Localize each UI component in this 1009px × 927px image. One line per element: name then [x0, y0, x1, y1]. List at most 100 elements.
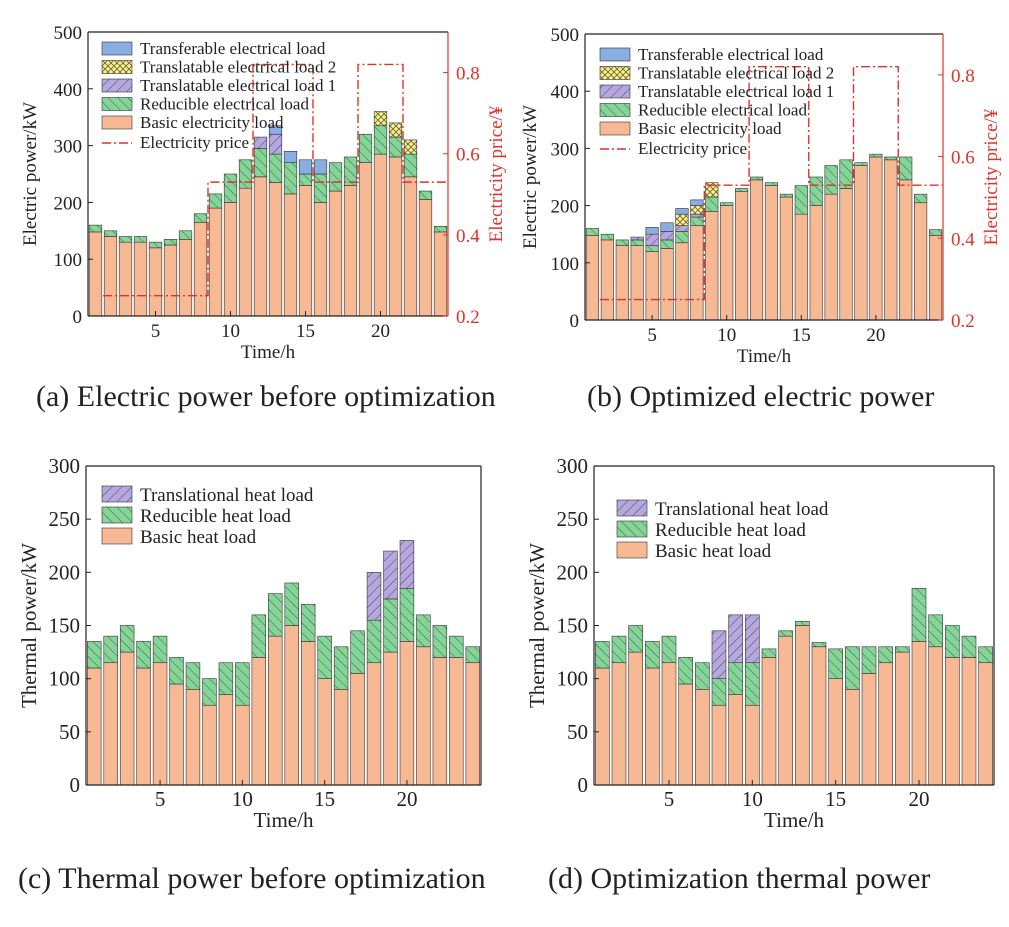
bar-translatable2: [690, 205, 704, 215]
caption-d: (d) Optimization thermal power: [548, 862, 931, 895]
chart-c: 0 50 100 150 200 250 300 5 10 15 20 Time/h Thermal p…: [17, 454, 482, 832]
y2-tick-label: 0.6: [951, 148, 975, 169]
bar-basic: [911, 641, 927, 786]
y-tick-label: 200: [54, 193, 83, 214]
y2-tick-label: 0.2: [456, 307, 480, 328]
bar-transferable: [283, 150, 298, 163]
bar-basic: [87, 667, 102, 786]
caption-a: (a) Electric power before optimization: [36, 380, 496, 413]
axes-b: 0 100 200 300 400 500 5 10 15 20 Time/h Electric po…: [520, 25, 1002, 367]
bar-translatable2: [388, 122, 403, 138]
legend-swatch-translatable2: [101, 60, 133, 74]
bar-translatable1: [630, 236, 644, 241]
bar-transferable: [660, 222, 674, 232]
bar-basic: [284, 625, 299, 786]
bar-basic: [749, 179, 764, 321]
legend-label: Basic electricity load: [638, 119, 782, 138]
bar-reducible: [914, 193, 928, 204]
bar-reducible: [630, 239, 644, 246]
bar-reducible: [350, 630, 365, 674]
y-tick-label: 400: [551, 82, 580, 103]
bar-basic: [103, 662, 118, 786]
legend-label: Translatable electrical load 1: [638, 82, 834, 101]
bar-reducible: [399, 587, 415, 642]
bar-basic: [193, 221, 208, 317]
bar-basic: [300, 641, 316, 786]
bar-reducible: [418, 190, 433, 200]
bar-translatable2: [373, 111, 388, 127]
legend-swatch-reducible: [616, 520, 648, 538]
y-axis-label: Electric power/kW: [20, 102, 41, 246]
y-tick-label: 100: [557, 667, 589, 691]
bar-basic: [119, 651, 135, 786]
bar-basic: [778, 635, 793, 786]
bar-reducible: [313, 173, 328, 203]
legend-label: Reducible electrical load: [140, 95, 309, 114]
bar-basic: [148, 247, 163, 317]
bar-reducible: [645, 245, 659, 252]
bar-reducible: [899, 156, 913, 181]
bar-reducible: [148, 241, 163, 249]
bar-reducible: [87, 641, 102, 669]
bar-translatable1: [253, 136, 268, 149]
bar-reducible: [978, 646, 993, 664]
bar-reducible: [595, 641, 610, 669]
bar-reducible: [778, 630, 793, 637]
bar-basic: [895, 651, 910, 786]
bar-basic: [388, 156, 403, 317]
x-tick-label: 5: [664, 787, 675, 811]
y-tick-label: 150: [557, 614, 589, 638]
y-tick-label: 500: [551, 25, 580, 46]
bars-c: [87, 540, 480, 786]
bar-reducible: [373, 125, 388, 155]
bar-reducible: [675, 231, 689, 244]
bar-translatable2: [705, 182, 719, 198]
bar-basic: [705, 211, 719, 321]
bar-transferable: [690, 199, 704, 206]
axes-a: 0 100 200 300 400 500 5 10 15 20 Time/h Electric po…: [20, 23, 507, 363]
bar-basic: [795, 625, 810, 786]
bar-basic: [675, 242, 689, 321]
y-axis-label: Thermal power/kW: [17, 543, 41, 708]
bar-reducible: [333, 646, 349, 690]
bar-basic: [268, 635, 283, 786]
bar-translatable1: [728, 614, 743, 664]
y2-axis-label: Electricity price/¥: [486, 105, 507, 242]
bar-basic: [861, 673, 877, 786]
y-tick-label: 500: [54, 23, 83, 44]
bars-a: [88, 111, 448, 317]
bar-basic: [432, 657, 448, 786]
x-axis-label: Time/h: [254, 808, 314, 832]
bar-basic: [878, 662, 893, 786]
bar-reducible: [615, 239, 629, 246]
y-tick-label: 200: [49, 560, 81, 584]
bar-basic: [809, 205, 823, 321]
legend-swatch-transferable: [599, 47, 631, 62]
bar-basic: [317, 678, 332, 786]
bar-reducible: [103, 635, 118, 664]
legend-a: Transferable electrical loadTranslatable…: [101, 39, 336, 152]
y-tick-label: 0: [70, 773, 81, 797]
bar-reducible: [600, 233, 614, 241]
x-axis-label: Time/h: [737, 346, 792, 367]
legend-label: Reducible electrical load: [638, 101, 807, 120]
bar-basic: [764, 185, 779, 321]
bars-d: [595, 587, 993, 786]
y2-tick-label: 0.4: [951, 229, 975, 250]
bar-basic: [465, 662, 480, 786]
x-axis-label: Time/h: [241, 342, 296, 363]
legend-label: Reducible heat load: [655, 520, 806, 541]
bar-reducible: [416, 614, 431, 648]
bar-reducible: [928, 614, 943, 648]
axes-c: 0 50 100 150 200 250 300 5 10 15 20 Time/h Thermal p…: [17, 454, 482, 832]
bar-reducible: [961, 635, 977, 658]
y-axis-label: Electric power/kW: [520, 105, 541, 249]
legend-label: Translational heat load: [140, 485, 314, 506]
bar-basic: [914, 202, 928, 321]
bar-reducible: [660, 239, 674, 249]
bar-reducible: [388, 136, 403, 158]
bar-reducible: [878, 646, 893, 664]
bar-reducible: [328, 162, 343, 192]
